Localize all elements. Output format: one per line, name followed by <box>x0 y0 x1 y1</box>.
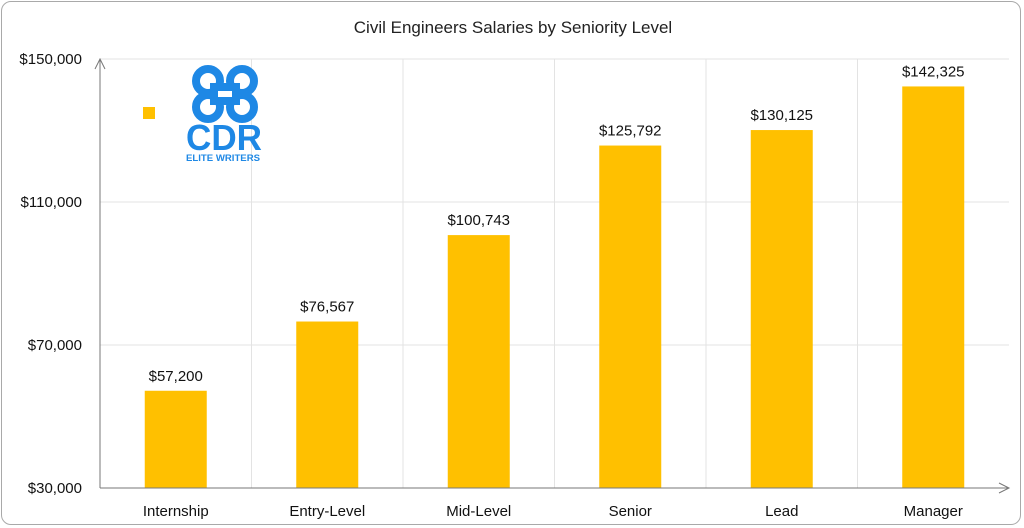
y-tick-label: $110,000 <box>21 194 82 211</box>
y-tick-label: $150,000 <box>19 51 82 68</box>
y-tick-label: $30,000 <box>28 480 82 497</box>
data-label: $57,200 <box>149 368 203 385</box>
cdr-elite-writers-logo: CDR ELITE WRITERS <box>186 65 262 163</box>
x-tick-label: Senior <box>609 503 652 520</box>
y-axis-arrow <box>94 57 106 70</box>
chart-title: Civil Engineers Salaries by Seniority Le… <box>354 18 672 37</box>
y-tick-label: $70,000 <box>28 337 82 354</box>
bar <box>296 321 359 488</box>
data-labels: $57,200 $76,567 $100,743 $125,792 $130,125 $1… <box>149 63 965 384</box>
legend-swatch <box>143 107 155 119</box>
x-tick-label: Internship <box>143 503 209 520</box>
x-tick-label: Mid-Level <box>446 503 511 520</box>
y-tick-labels: $30,000 $70,000 $110,000 $150,000 <box>19 51 82 497</box>
bar <box>599 145 662 489</box>
axes <box>94 57 1011 494</box>
gridlines <box>100 58 1009 488</box>
bar <box>144 390 207 488</box>
bar <box>750 130 813 488</box>
logo-text-sub: ELITE WRITERS <box>186 153 260 163</box>
bar <box>902 86 965 489</box>
x-tick-label: Lead <box>765 503 798 520</box>
bar <box>447 235 510 488</box>
x-tick-label: Manager <box>904 503 963 520</box>
x-axis-arrow <box>998 482 1011 494</box>
data-label: $100,743 <box>447 212 510 229</box>
x-tick-labels: Internship Entry-Level Mid-Level Senior Lead… <box>143 503 963 520</box>
data-label: $125,792 <box>599 123 662 140</box>
bars <box>144 86 965 489</box>
data-label: $130,125 <box>750 107 813 124</box>
logo-text-main: CDR <box>186 117 262 158</box>
data-label: $76,567 <box>300 299 354 316</box>
data-label: $142,325 <box>902 63 965 80</box>
x-tick-label: Entry-Level <box>289 503 365 520</box>
command-symbol-icon <box>192 65 258 123</box>
